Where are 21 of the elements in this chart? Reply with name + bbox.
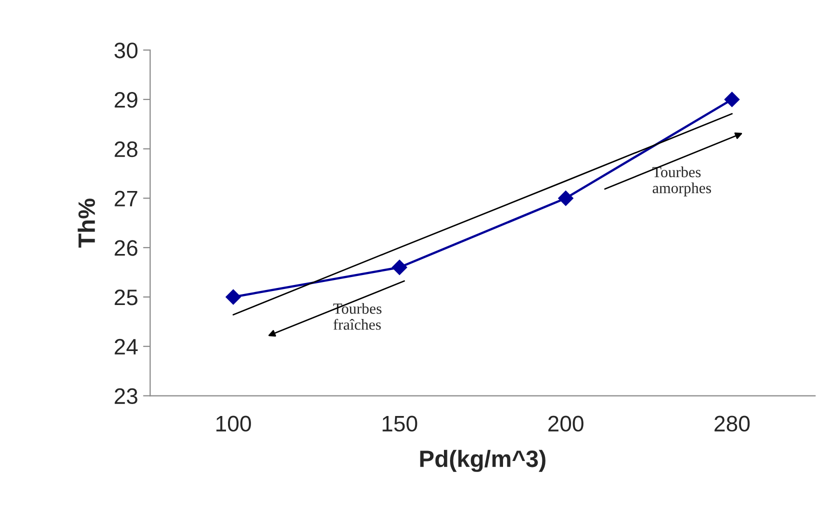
x-tick-label: 100 [216, 416, 251, 432]
x-tick-label: 200 [548, 416, 584, 432]
annotation: Tourbes fraîches [333, 303, 382, 330]
y-tick-label: 24 [114, 338, 138, 354]
y-tick-label: 26 [114, 240, 138, 256]
point [724, 92, 740, 108]
annotation: Tourbes amorphes [652, 166, 712, 196]
y-tick-label: 27 [114, 190, 138, 206]
x-axis-title: Pd(kg/m^3) [420, 450, 546, 472]
x-tick-label: 150 [382, 416, 418, 432]
y-tick-label: 30 [114, 42, 138, 58]
point [226, 289, 241, 305]
y-tick-label: 23 [114, 388, 138, 404]
point [392, 260, 408, 275]
y-tick-label: 25 [114, 290, 138, 306]
line-series [232, 113, 733, 316]
point [558, 190, 574, 206]
y-tick-label: 29 [114, 92, 138, 108]
x-tick-label: 280 [714, 416, 750, 432]
y-tick-label: 28 [114, 141, 138, 158]
y-axis-title: Th% [78, 198, 96, 248]
